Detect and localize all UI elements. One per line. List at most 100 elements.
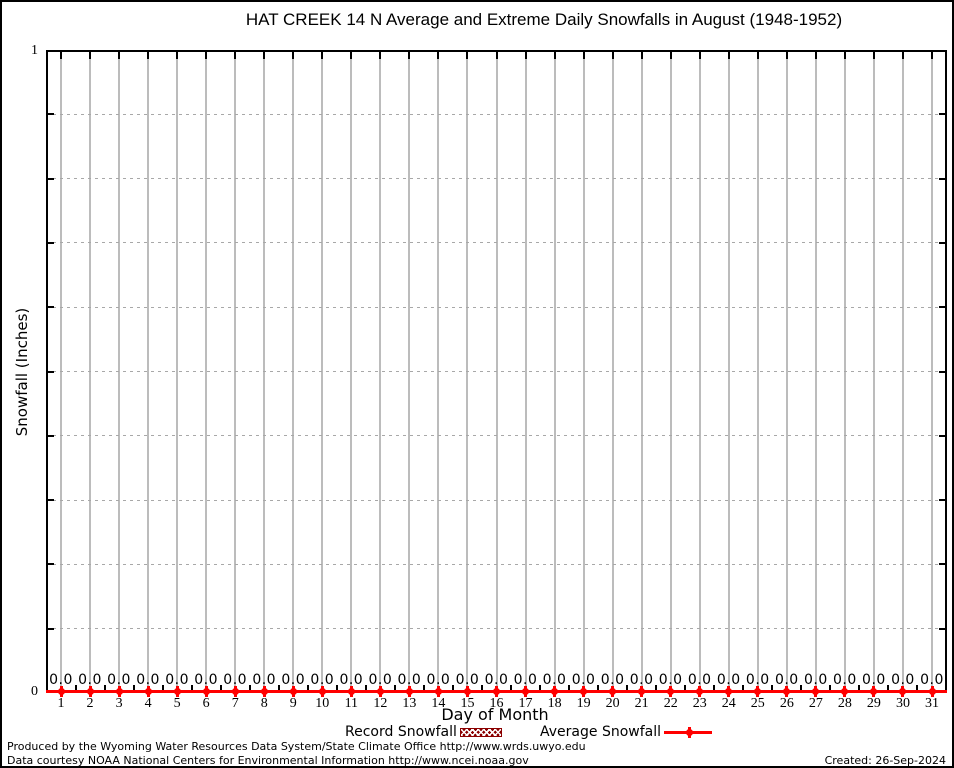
- value-label: 0.0: [339, 672, 364, 688]
- value-label: 0.0: [397, 672, 422, 688]
- x-tick-minor: [190, 685, 193, 693]
- x-tick-major: [466, 50, 469, 59]
- grid-line-horizontal: [46, 628, 947, 630]
- legend-record-snowfall-label: Record Snowfall: [345, 724, 457, 740]
- x-tick-minor: [219, 685, 222, 693]
- x-tick-major: [321, 50, 324, 59]
- footer-produced-by: Produced by the Wyoming Water Resources …: [7, 740, 586, 753]
- value-label: 0.0: [165, 672, 189, 688]
- x-tick-minor: [451, 685, 454, 693]
- x-tick-label: 12: [373, 696, 388, 711]
- x-tick-label: 28: [837, 696, 852, 711]
- x-tick-minor: [422, 685, 425, 693]
- x-tick-minor: [539, 685, 542, 693]
- value-label: 0.0: [455, 672, 480, 688]
- value-label: 0.0: [658, 672, 683, 688]
- data-point-marker: [461, 686, 473, 697]
- x-tick-label: 26: [779, 696, 794, 711]
- data-point-marker: [171, 686, 183, 697]
- data-point-marker: [694, 686, 706, 697]
- y-tick-right: [939, 499, 947, 502]
- data-point-marker: [810, 686, 822, 697]
- x-tick-major: [292, 50, 295, 59]
- y-tick-left: [46, 177, 54, 180]
- x-tick-label: 16: [489, 696, 504, 711]
- grid-line-horizontal: [46, 371, 947, 372]
- y-tick-left: [46, 241, 54, 244]
- x-tick-major: [553, 50, 556, 59]
- plot-border: [46, 50, 947, 693]
- x-tick-label: 11: [344, 696, 359, 711]
- x-tick-minor: [829, 685, 832, 693]
- data-point-marker: [142, 686, 154, 697]
- data-point-marker: [839, 686, 851, 697]
- data-point-marker: [723, 686, 735, 697]
- x-tick-label: 6: [202, 696, 210, 711]
- y-tick-right: [939, 370, 947, 373]
- data-point-marker: [258, 686, 270, 697]
- value-label: 0.0: [49, 672, 73, 688]
- x-tick-label: 14: [431, 696, 446, 711]
- value-label: 0.0: [136, 672, 160, 688]
- value-label: 0.0: [310, 672, 335, 688]
- x-tick-label: 15: [460, 696, 475, 711]
- value-label: 0.0: [368, 672, 393, 688]
- grid-line-horizontal: [46, 306, 947, 308]
- data-point-marker: [55, 686, 67, 697]
- data-point-marker: [781, 686, 793, 697]
- value-label: 0.0: [920, 672, 944, 688]
- data-point-marker: [926, 686, 938, 697]
- x-tick-label: 24: [721, 696, 736, 711]
- x-tick-major: [350, 50, 353, 59]
- x-tick-label: 2: [86, 696, 94, 711]
- data-point-marker: [84, 686, 96, 697]
- x-tick-major: [437, 50, 440, 59]
- x-tick-label: 19: [576, 696, 591, 711]
- y-axis-label: Snowfall (Inches): [13, 307, 31, 437]
- y-tick-label-max: 1: [31, 43, 38, 58]
- x-tick-minor: [597, 685, 600, 693]
- x-tick-major: [843, 50, 846, 59]
- y-tick-left: [46, 370, 54, 373]
- y-tick-right: [939, 306, 947, 309]
- x-tick-label: 30: [895, 696, 910, 711]
- y-tick-left: [46, 499, 54, 502]
- x-tick-minor: [277, 685, 280, 693]
- y-tick-left: [46, 113, 54, 116]
- data-point-marker: [665, 686, 677, 697]
- x-tick-major: [524, 50, 527, 59]
- x-tick-minor: [74, 685, 77, 693]
- value-label: 0.0: [571, 672, 596, 688]
- y-tick-label-min: 0: [31, 684, 38, 699]
- x-tick-label: 18: [547, 696, 562, 711]
- value-label: 0.0: [107, 672, 131, 688]
- x-tick-label: 4: [144, 696, 152, 711]
- value-label: 0.0: [862, 672, 886, 688]
- chart-title: HAT CREEK 14 N Average and Extreme Daily…: [245, 10, 843, 29]
- value-label: 0.0: [78, 672, 102, 688]
- value-label: 0.0: [542, 672, 567, 688]
- x-tick-minor: [916, 685, 919, 693]
- x-tick-major: [263, 50, 266, 59]
- value-label: 0.0: [484, 672, 509, 688]
- x-tick-minor: [684, 685, 687, 693]
- x-tick-major: [727, 50, 730, 59]
- legend-average-snowfall-label: Average Snowfall: [540, 724, 662, 740]
- data-point-marker: [636, 686, 648, 697]
- x-tick-minor: [771, 685, 774, 693]
- x-tick-label: 1: [57, 696, 65, 711]
- footer-created-date: Created: 26-Sep-2024: [824, 754, 946, 767]
- x-tick-minor: [306, 685, 309, 693]
- x-axis-label: Day of Month: [441, 705, 549, 724]
- x-tick-major: [408, 50, 411, 59]
- x-tick-major: [89, 50, 92, 59]
- x-tick-major: [785, 50, 788, 59]
- x-tick-major: [756, 50, 759, 59]
- x-tick-minor: [393, 685, 396, 693]
- x-tick-major: [640, 50, 643, 59]
- data-point-marker: [345, 686, 357, 697]
- plot-area: 0.0 0.0 0.0 0.0 0.0 0.0 0.0 0.0 0.0 0.0 0.0 0.0 0.0 0…: [46, 50, 947, 697]
- y-tick-right: [939, 434, 947, 437]
- x-tick-minor: [655, 685, 658, 693]
